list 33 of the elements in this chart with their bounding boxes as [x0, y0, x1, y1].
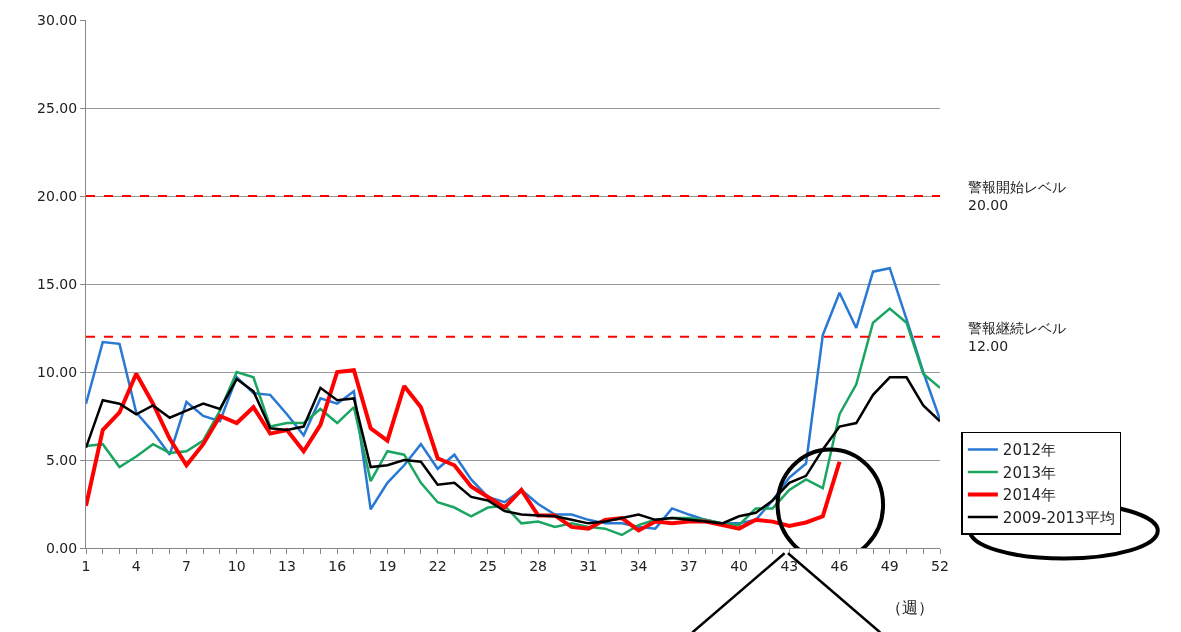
- x-tick-label: 4: [131, 557, 141, 574]
- line-series: [86, 368, 842, 533]
- x-tick-label: 19: [378, 557, 397, 574]
- x-tick-label: 31: [579, 557, 598, 574]
- x-tick-label: 13: [278, 557, 296, 574]
- legend-label: 2013年: [1002, 463, 1057, 482]
- y-tick-label: 25.00: [37, 99, 78, 116]
- x-tick-label: 10: [227, 557, 246, 574]
- x-tick-label: 52: [931, 557, 949, 574]
- x-tick-label: 43: [780, 557, 799, 574]
- legend-label: 2014年: [1002, 486, 1057, 505]
- y-tick-label: 20.00: [37, 187, 78, 204]
- y-tick-label: 0.00: [46, 539, 78, 556]
- legend-label: 2009-2013平均: [1002, 508, 1115, 527]
- x-tick-label: 46: [830, 557, 849, 574]
- x-tick-label: 40: [730, 557, 748, 574]
- x-tick-label: 16: [328, 557, 347, 574]
- x-tick-label: 22: [428, 557, 447, 574]
- x-tick-label: 1: [81, 557, 91, 574]
- x-tick-label: 28: [529, 557, 548, 574]
- ref-line-label: 警報継続レベル 12.00: [968, 320, 1066, 355]
- x-tick-label: 49: [880, 557, 899, 574]
- y-tick-label: 5.00: [46, 451, 78, 468]
- x-tick-label: 7: [182, 557, 191, 574]
- text: （週）: [886, 598, 934, 617]
- x-tick-label: 37: [679, 557, 698, 574]
- y-tick-label: 10.00: [37, 363, 78, 380]
- x-tick-label: 34: [629, 557, 648, 574]
- y-tick-label: 15.00: [37, 275, 78, 292]
- y-tick-label: 30.00: [37, 11, 78, 28]
- x-tick-label: 25: [478, 557, 497, 574]
- ref-line-label: 警報開始レベル 20.00: [968, 179, 1066, 214]
- legend-label: 2012年: [1002, 441, 1057, 460]
